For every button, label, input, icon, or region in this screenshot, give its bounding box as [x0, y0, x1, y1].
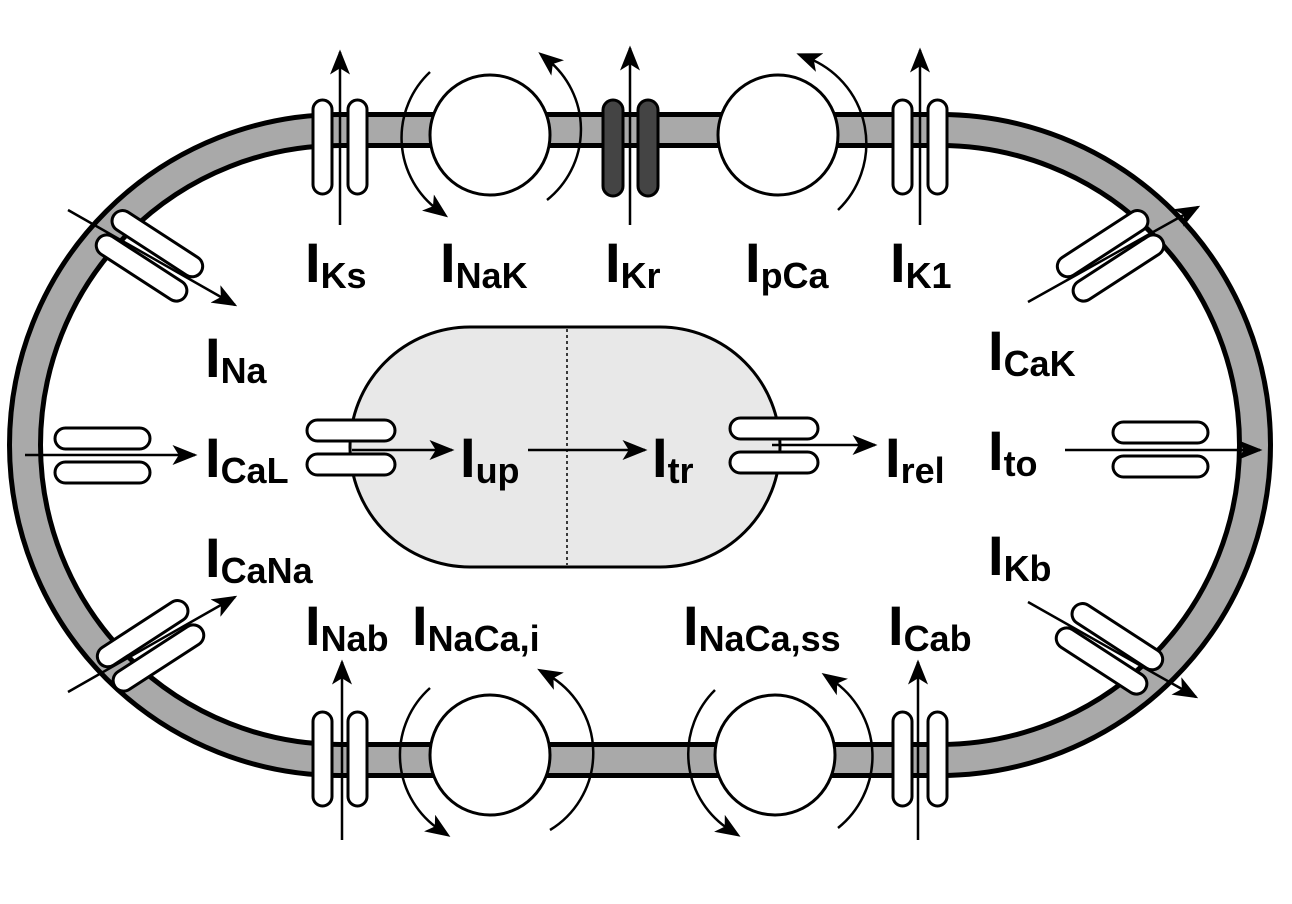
label-iks: IKs [305, 231, 367, 296]
channel-ik1 [891, 47, 949, 225]
label-ical: ICaL [205, 426, 289, 491]
channel-iks [311, 49, 369, 225]
label-icana: ICaNa [205, 526, 314, 591]
channel-iup [305, 418, 455, 477]
channel-ical [25, 426, 198, 485]
exchanger-inaca-i [398, 668, 595, 837]
sarcoplasmic-reticulum [348, 325, 782, 569]
label-inak: INaK [440, 231, 528, 296]
label-iup: Iup [460, 426, 520, 491]
label-itr: Itr [652, 426, 694, 491]
label-ikb: IKb [988, 524, 1052, 589]
label-irel: Irel [885, 426, 945, 491]
label-ina: INa [205, 326, 268, 391]
channel-irel [728, 416, 878, 475]
channel-ito [1065, 420, 1263, 479]
label-ipca: IpCa [745, 231, 830, 296]
label-ito: Ito [988, 419, 1038, 484]
label-ikr: IKr [605, 231, 661, 296]
label-inaca-ss: INaCa,ss [683, 594, 841, 659]
label-inab: INab [305, 594, 389, 659]
label-icab: ICab [888, 594, 972, 659]
channel-inab [311, 659, 369, 840]
channel-ina [67, 208, 238, 307]
label-inaca-i: INaCa,i [412, 594, 540, 659]
channel-ikr [601, 45, 660, 225]
channel-icana [67, 595, 238, 694]
pump-ipca [716, 53, 868, 211]
channel-icak [1027, 205, 1201, 304]
channel-icab [891, 659, 949, 840]
pump-inak [400, 52, 583, 218]
channel-ikb [1027, 600, 1199, 699]
label-icak: ICaK [988, 319, 1076, 384]
exchanger-inaca-ss [687, 672, 874, 837]
label-ik1: IK1 [890, 231, 952, 296]
